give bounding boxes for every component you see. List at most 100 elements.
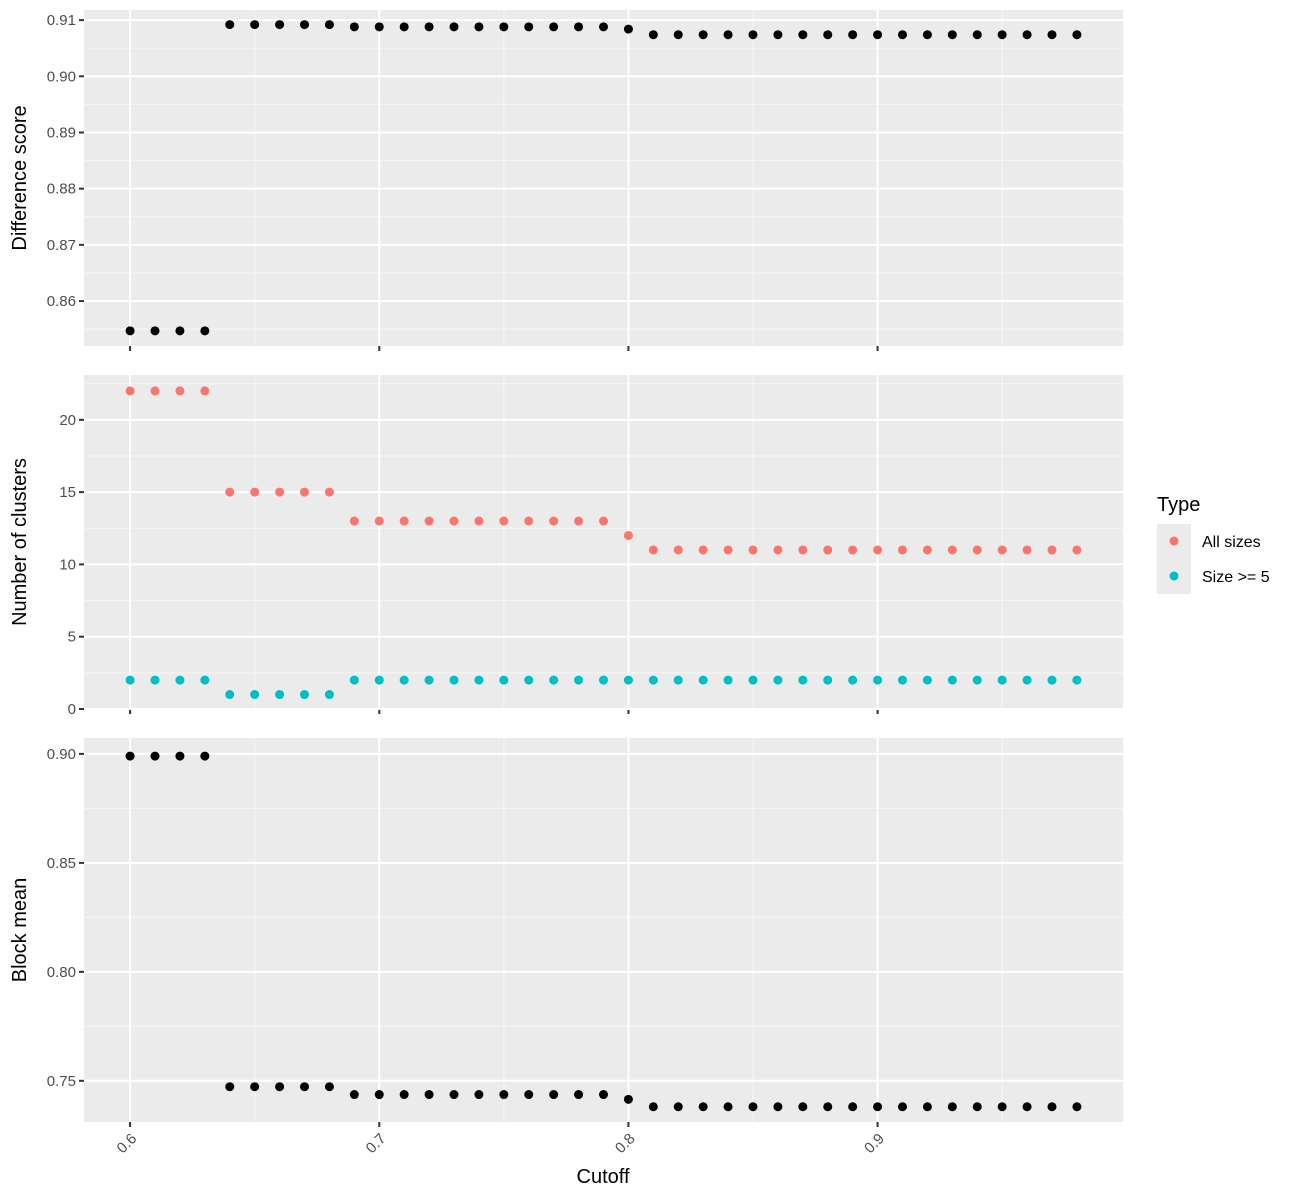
data-point (200, 675, 210, 685)
data-point (599, 1090, 608, 1100)
data-point (1072, 545, 1082, 555)
panel-2: 0 5 10 15 20 Number of clusters (9, 375, 1123, 718)
data-point (349, 675, 359, 685)
data-point (574, 22, 584, 32)
legend-key-background (1157, 524, 1191, 594)
data-point (599, 516, 608, 526)
y-axis-title: Block mean (9, 878, 31, 983)
panel-3: 0.75 0.80 0.85 0.90 Block mean (9, 738, 1123, 1127)
y-tick-label: 20 (59, 412, 76, 429)
y-tick-label: 0.87 (47, 237, 76, 254)
data-point (673, 30, 683, 40)
data-point (449, 22, 459, 32)
legend: Type All sizes Size >= 5 (1157, 494, 1270, 594)
data-point (275, 20, 285, 30)
data-point (673, 545, 683, 555)
data-point (673, 675, 683, 685)
data-point (225, 1082, 235, 1092)
data-point (275, 487, 285, 497)
data-point (175, 326, 185, 336)
data-point (424, 22, 434, 32)
data-point (1072, 1102, 1082, 1112)
data-point (125, 386, 135, 396)
data-point (524, 675, 534, 685)
data-point (823, 675, 833, 685)
data-point (175, 675, 185, 685)
data-point (374, 675, 384, 685)
data-point (972, 1102, 982, 1112)
data-point (798, 30, 808, 40)
data-point (349, 516, 359, 526)
data-point (200, 326, 210, 336)
data-point (1022, 30, 1032, 40)
data-point (873, 675, 883, 685)
data-point (324, 20, 334, 30)
data-point (997, 1102, 1007, 1112)
data-point (972, 675, 982, 685)
data-point (324, 487, 334, 497)
data-point (997, 675, 1007, 685)
y-tick-label: 0.90 (47, 68, 76, 85)
data-point (399, 1090, 409, 1100)
data-point (300, 20, 310, 30)
data-point (848, 1102, 858, 1112)
data-point (549, 22, 559, 32)
data-point (698, 1102, 708, 1112)
data-point (324, 690, 334, 700)
data-point (698, 30, 708, 40)
data-point (623, 1094, 633, 1104)
data-point (424, 675, 434, 685)
data-point (424, 1090, 434, 1100)
y-tick-label: 0.85 (47, 855, 76, 872)
data-point (947, 675, 957, 685)
data-point (200, 386, 210, 396)
x-tick-label: 0.9 (861, 1130, 888, 1157)
data-point (524, 1090, 534, 1100)
panel-background (84, 375, 1123, 709)
data-point (549, 516, 559, 526)
data-point (997, 30, 1007, 40)
data-point (125, 751, 135, 761)
y-tick-label: 0.86 (47, 293, 76, 310)
data-point (1047, 675, 1057, 685)
data-point (947, 1102, 957, 1112)
data-point (972, 30, 982, 40)
data-point (648, 30, 658, 40)
data-point (474, 1090, 484, 1100)
data-point (798, 1102, 808, 1112)
data-point (549, 1090, 559, 1100)
data-point (1022, 545, 1032, 555)
y-tick-label: 0.80 (47, 964, 76, 981)
data-point (673, 1102, 683, 1112)
data-point (399, 22, 409, 32)
data-point (449, 1090, 459, 1100)
data-point (300, 1082, 310, 1092)
data-point (424, 516, 434, 526)
data-point (922, 545, 932, 555)
data-point (374, 516, 384, 526)
data-point (873, 545, 883, 555)
data-point (449, 675, 459, 685)
y-tick-label: 0.88 (47, 181, 76, 198)
y-tick-label: 0.75 (47, 1073, 76, 1090)
y-tick-label: 15 (59, 484, 76, 501)
data-point (723, 1102, 733, 1112)
data-point (474, 675, 484, 685)
data-point (275, 1082, 285, 1092)
data-point (1047, 30, 1057, 40)
data-point (1072, 30, 1082, 40)
data-point (848, 545, 858, 555)
data-point (250, 487, 260, 497)
data-point (972, 545, 982, 555)
data-point (599, 675, 608, 685)
data-point (399, 516, 409, 526)
data-point (873, 1102, 883, 1112)
x-tick-label: 0.7 (363, 1130, 390, 1157)
data-point (648, 1102, 658, 1112)
legend-label-size-ge-5: Size >= 5 (1202, 569, 1270, 586)
y-tick-label: 0.91 (47, 12, 76, 29)
data-point (250, 690, 260, 700)
data-point (549, 675, 559, 685)
data-point (922, 30, 932, 40)
